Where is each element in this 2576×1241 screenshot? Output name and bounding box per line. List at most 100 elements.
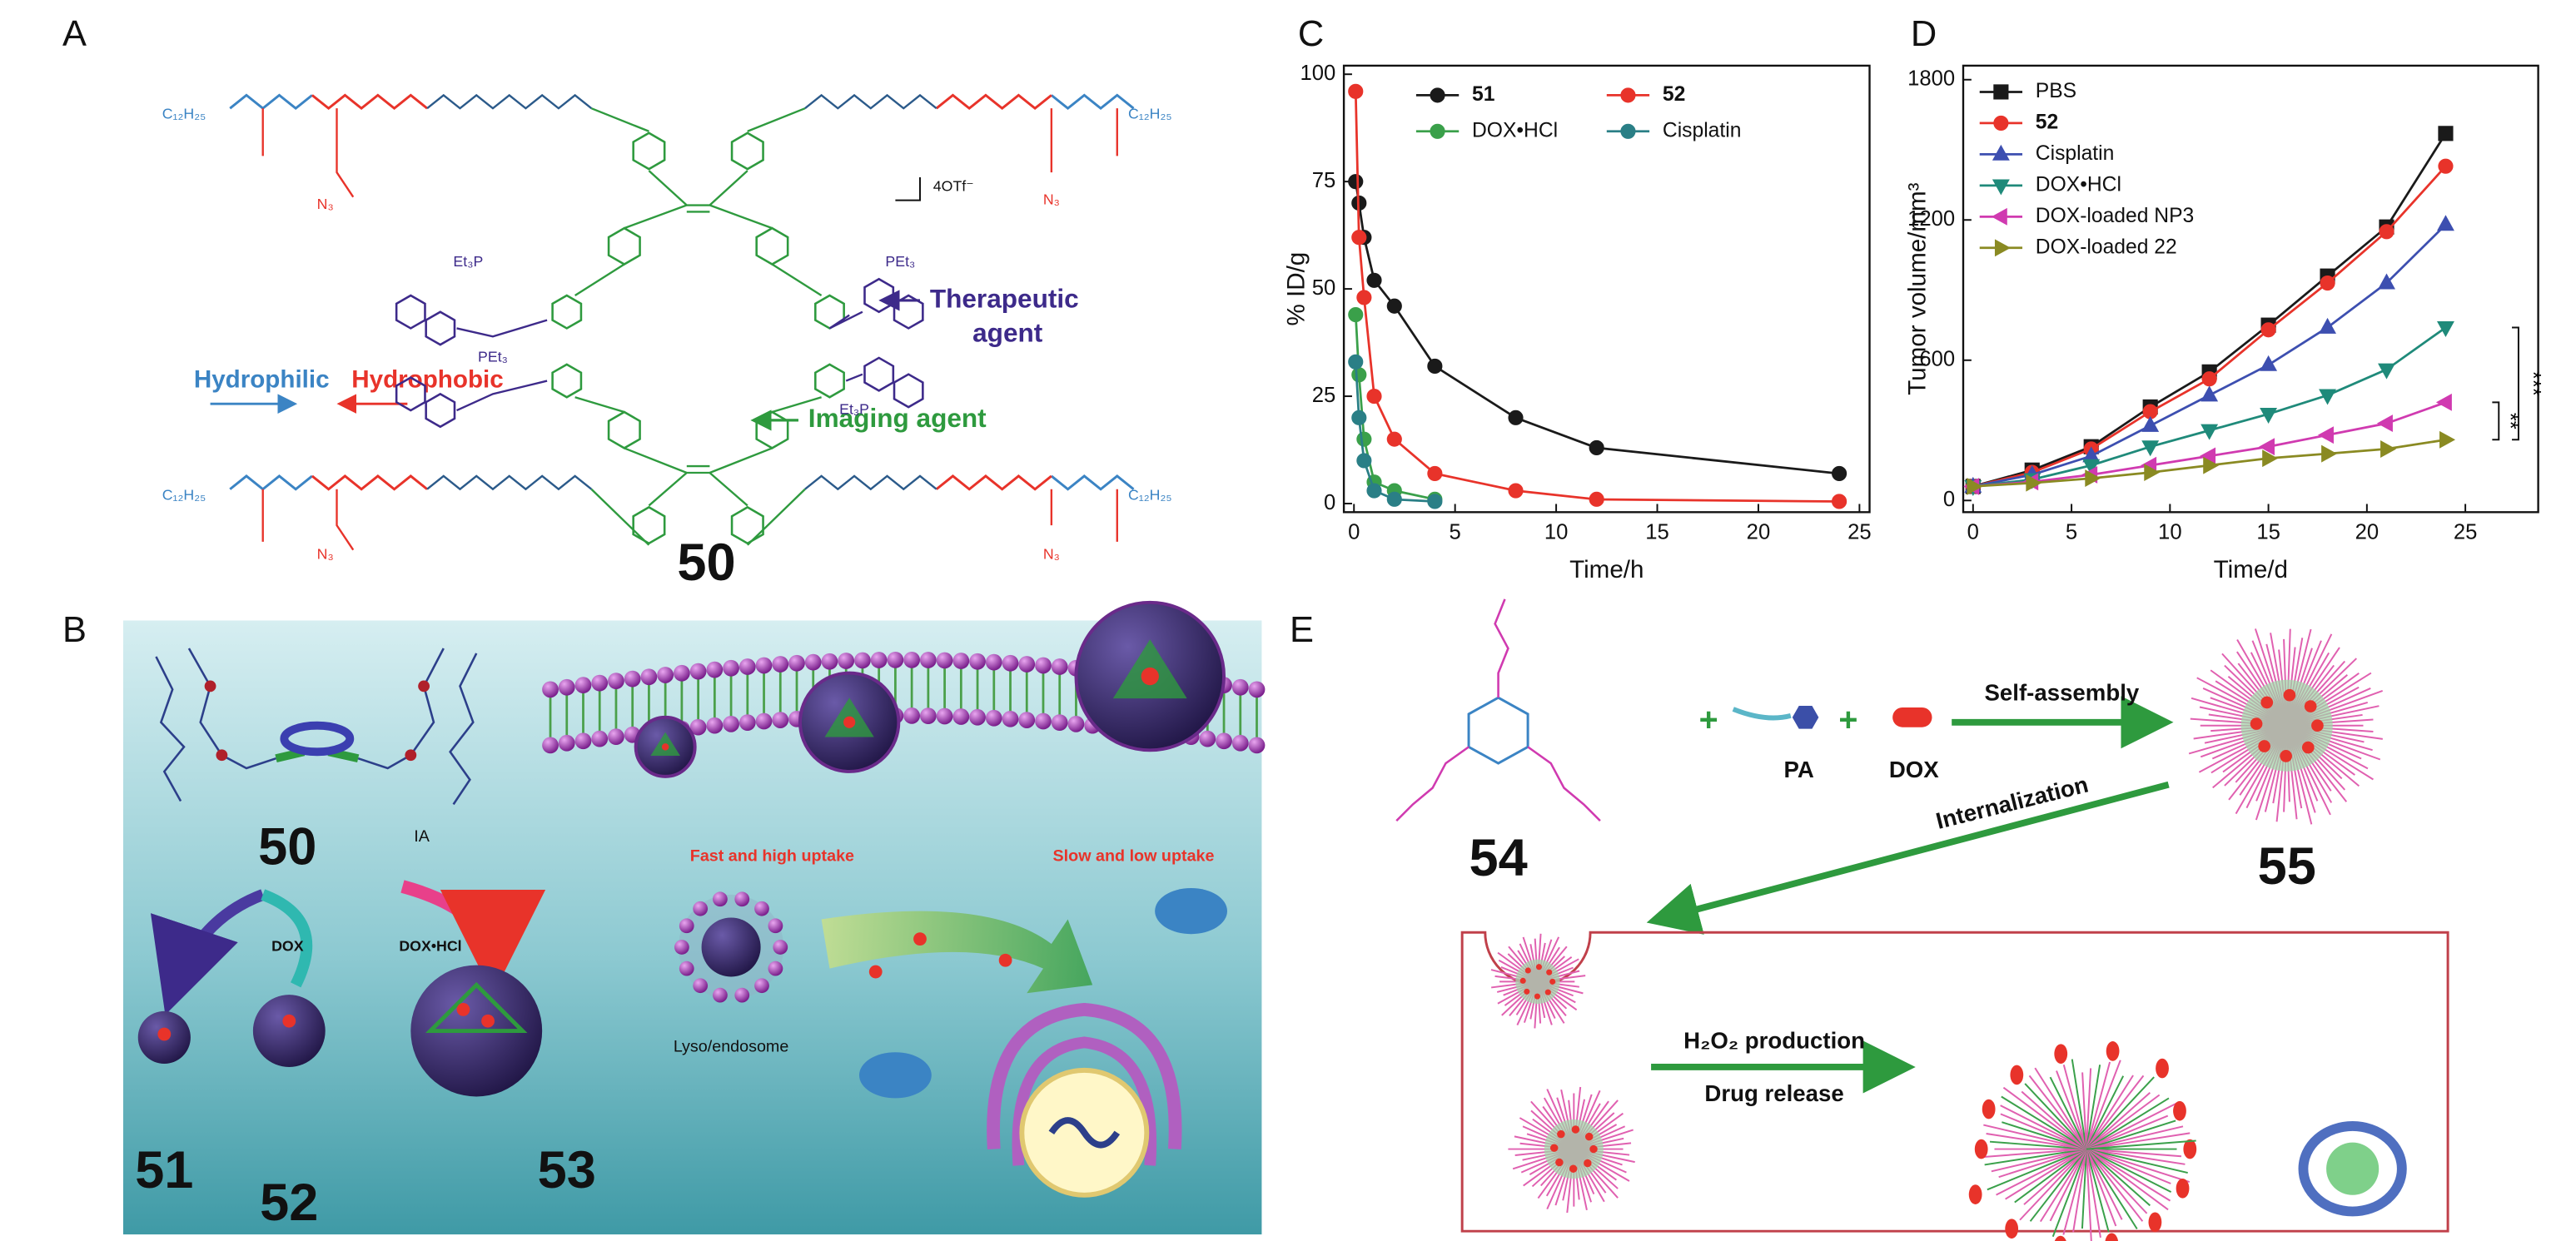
panel-label: D	[1911, 14, 1937, 54]
hydrophobic-chain	[311, 474, 428, 491]
released-arm	[2086, 1149, 2117, 1227]
released-arm	[2021, 1090, 2087, 1150]
released-arm	[2071, 1059, 2087, 1149]
released-arm	[2086, 1065, 2101, 1149]
legend-label: 52	[2036, 111, 2058, 133]
lipid-head	[969, 653, 986, 670]
compound-number: 54	[1469, 829, 1527, 887]
atom-label: PEt₃	[885, 253, 915, 270]
lipid-head	[903, 707, 920, 724]
nanoparticle	[701, 917, 761, 977]
ring	[755, 410, 789, 449]
data-point	[1356, 453, 1372, 469]
data-point	[1967, 477, 1983, 495]
released-arm	[2086, 1139, 2196, 1150]
data-point	[1427, 358, 1443, 375]
panel-label: E	[1290, 610, 1314, 650]
ring	[425, 310, 456, 346]
linker	[426, 474, 593, 491]
data-point	[2201, 424, 2219, 440]
x-tick-label: 10	[1544, 521, 1569, 544]
ring	[632, 505, 666, 545]
arm	[1494, 598, 1509, 698]
released-arm	[2002, 1121, 2087, 1150]
lipid-head	[952, 653, 970, 669]
dox-dot	[1524, 988, 1530, 995]
dox-dot	[157, 1027, 172, 1041]
y-tick-label: 1200	[1907, 207, 1955, 231]
x-tick-label: 20	[2355, 521, 2380, 544]
dox-dot	[1555, 1158, 1564, 1167]
polymer-arm	[187, 648, 276, 770]
lipid-head	[903, 651, 920, 668]
legend-marker	[1620, 87, 1636, 103]
dox-dot	[1569, 1164, 1578, 1173]
ring	[607, 226, 641, 266]
y-tick-label: 50	[1312, 276, 1336, 300]
y-axis-label: Tumor volume/mm³	[1904, 182, 1932, 395]
released-arm	[2051, 1149, 2087, 1238]
lipid-head	[920, 707, 937, 724]
dox-dot	[2304, 700, 2317, 712]
released-arm	[1991, 1148, 2087, 1173]
data-point	[1386, 298, 1402, 314]
hydrophilic-chain	[1050, 474, 1135, 491]
legend-label: Cisplatin	[2036, 142, 2115, 165]
lipid-head	[689, 663, 707, 680]
released-arm	[2014, 1148, 2087, 1204]
dox-dot	[843, 716, 856, 728]
data-point	[1351, 410, 1367, 425]
released-arm	[2086, 1094, 2161, 1150]
ring	[755, 226, 789, 266]
hydrophilic-chain	[1050, 93, 1135, 111]
series-line	[1972, 223, 2447, 488]
hydrophobic-chain	[935, 474, 1052, 491]
component-label: PA	[1784, 757, 1814, 782]
atom-label: Et₃P	[453, 253, 483, 270]
released-arm	[2086, 1148, 2191, 1183]
data-point	[2260, 407, 2278, 424]
azide-group	[418, 680, 430, 692]
dox-dot	[481, 1014, 495, 1028]
data-point	[1348, 83, 1364, 99]
step-label: H₂O₂ production	[1683, 1028, 1865, 1054]
released-arm	[1987, 1148, 2087, 1191]
released-arm	[1998, 1148, 2087, 1179]
azide-group	[216, 749, 228, 762]
x-tick-label: 15	[1645, 521, 1669, 544]
golgi	[987, 1002, 1182, 1150]
endosome-label: Lyso/endosome	[674, 1037, 789, 1055]
dox-dot	[1584, 1132, 1594, 1141]
surface-bead	[754, 978, 769, 994]
y-tick-label: 1800	[1907, 67, 1955, 91]
data-point	[2379, 224, 2394, 240]
lipid-head	[624, 670, 641, 688]
lipid-head	[591, 674, 609, 692]
dox-dot	[868, 965, 883, 979]
annotation: **	[2498, 413, 2521, 429]
released-arm	[2086, 1060, 2121, 1149]
dox-dot	[1584, 1159, 1592, 1168]
released-arm	[2086, 1148, 2144, 1222]
lipid-head	[1231, 734, 1249, 752]
data-point	[1386, 431, 1402, 447]
released-arm	[2086, 1148, 2169, 1211]
legend-marker	[1993, 84, 2009, 100]
legend-marker	[1991, 207, 2007, 226]
atom-label: N₃	[317, 196, 334, 212]
y-tick-label: 0	[1943, 488, 1955, 511]
x-tick-label: 5	[2066, 521, 2077, 544]
lipid-head	[574, 732, 592, 750]
mitochondrion	[1155, 887, 1227, 935]
legend-label: DOX•HCl	[2036, 173, 2121, 196]
data-point	[1348, 174, 1364, 190]
dox-dot	[913, 932, 927, 946]
released-arm	[2085, 1149, 2092, 1241]
released-arm	[2086, 1148, 2188, 1174]
reagent-label: DOX	[271, 938, 304, 955]
chart: C 0 25 50 75 100 0 5 10 15 20 25 Time/h % ID/g 51 52 DOX…	[1283, 14, 1872, 583]
released-arm	[2034, 1067, 2087, 1150]
atom-label: C₁₂H₂₅	[1128, 486, 1172, 503]
lipid-head	[1199, 730, 1216, 747]
data-point	[2376, 414, 2393, 433]
